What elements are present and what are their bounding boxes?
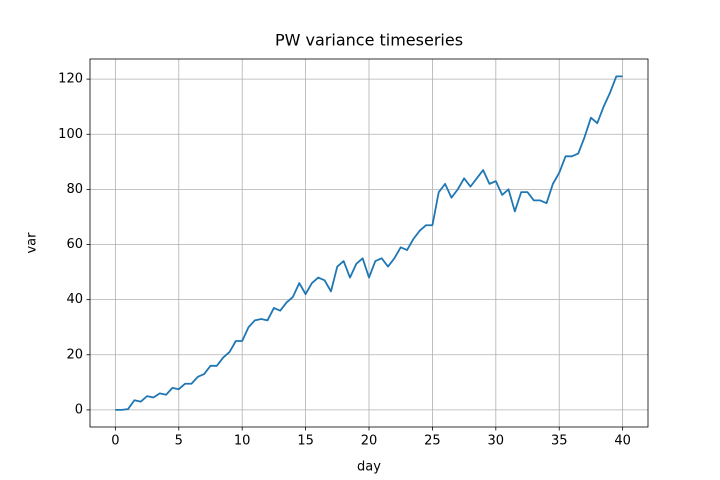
x-tick-label: 15 [297, 434, 314, 449]
x-tick-label: 40 [614, 434, 631, 449]
y-axis-label: var [25, 232, 40, 254]
x-tick-label: 30 [488, 434, 505, 449]
y-tick-label: 20 [66, 347, 83, 362]
series-line [115, 75, 623, 411]
x-tick-label: 35 [551, 434, 568, 449]
plot-frame [89, 58, 649, 428]
chart-title: PW variance timeseries [275, 31, 463, 50]
x-tick-label: 20 [361, 434, 378, 449]
y-tick-label: 40 [66, 292, 83, 307]
x-axis-label: day [357, 460, 381, 475]
y-tick-label: 60 [66, 237, 83, 252]
y-tick-label: 80 [66, 182, 83, 197]
x-tick-label: 10 [234, 434, 251, 449]
x-tick-label: 5 [175, 434, 183, 449]
y-tick-label: 120 [58, 72, 83, 87]
x-tick-label: 25 [424, 434, 441, 449]
y-tick-label: 0 [75, 402, 83, 417]
y-tick-label: 100 [58, 127, 83, 142]
x-tick-label: 0 [111, 434, 119, 449]
